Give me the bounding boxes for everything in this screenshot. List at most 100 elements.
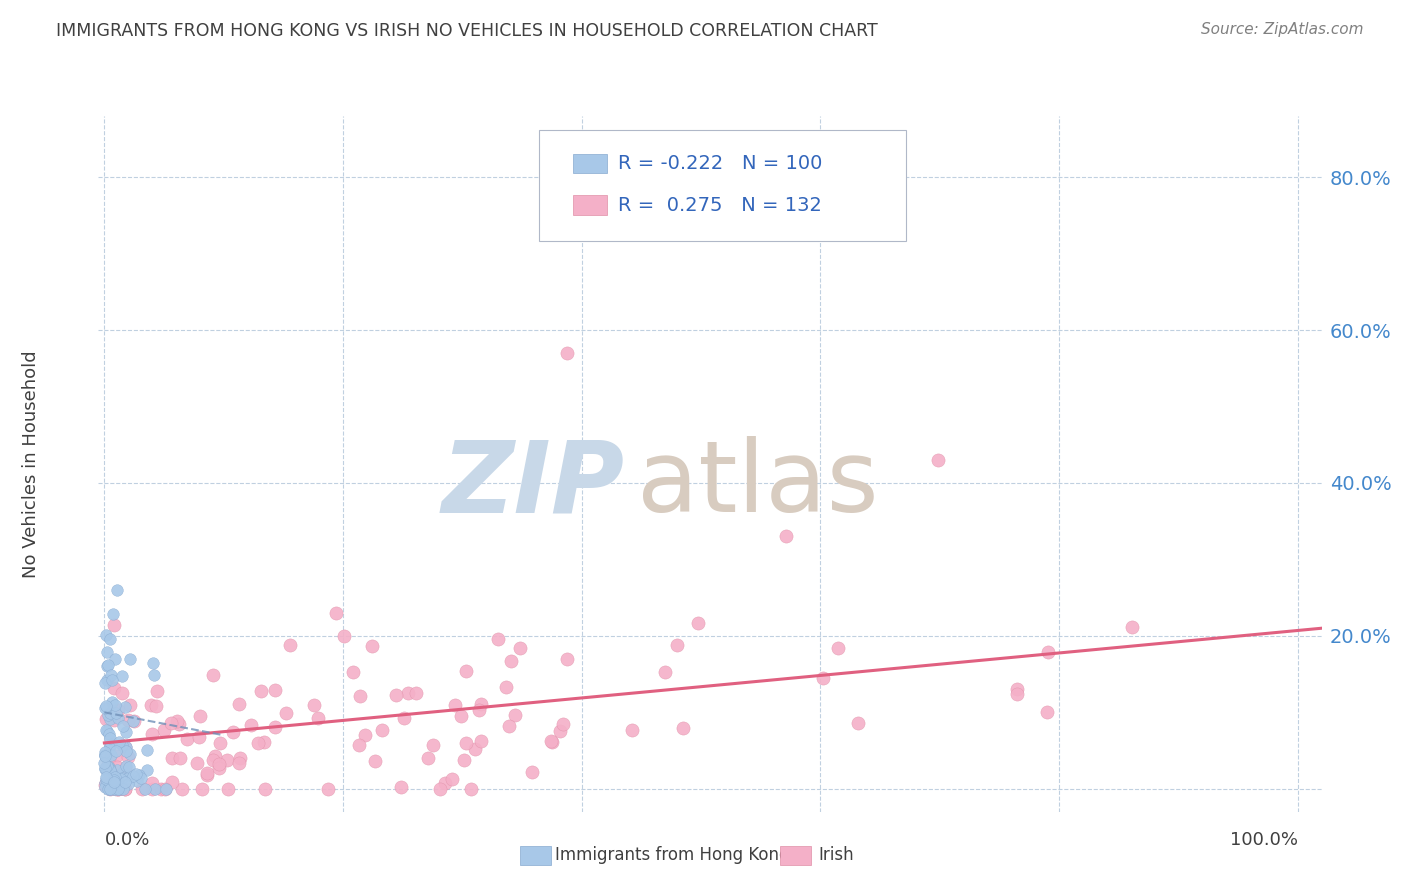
- Point: [105, 760, 128, 774]
- Point: [540, 734, 562, 748]
- Point: [129, 771, 152, 785]
- Point: [229, 751, 252, 765]
- Point: [150, 781, 173, 796]
- Point: [169, 751, 191, 765]
- Point: [146, 684, 169, 698]
- Point: [107, 781, 129, 796]
- Point: [97, 708, 120, 723]
- Point: [145, 699, 167, 714]
- Point: [98, 731, 121, 745]
- Point: [239, 718, 262, 732]
- Point: [114, 744, 136, 758]
- Point: [429, 781, 451, 796]
- Point: [143, 668, 166, 682]
- Point: [361, 639, 384, 653]
- Point: [94, 762, 117, 776]
- Point: [1005, 687, 1028, 701]
- Point: [104, 652, 127, 666]
- Point: [188, 730, 211, 744]
- Point: [217, 781, 239, 796]
- Point: [96, 659, 118, 673]
- Point: [94, 676, 117, 690]
- Text: Irish: Irish: [818, 847, 853, 864]
- Point: [422, 738, 444, 752]
- Text: Immigrants from Hong Kong: Immigrants from Hong Kong: [555, 847, 790, 864]
- Point: [186, 756, 208, 771]
- Point: [122, 714, 145, 729]
- Text: R = -0.222   N = 100: R = -0.222 N = 100: [619, 153, 823, 173]
- Point: [107, 781, 129, 796]
- Point: [117, 771, 139, 785]
- Point: [1005, 682, 1028, 697]
- Point: [134, 781, 156, 796]
- Point: [250, 683, 273, 698]
- Point: [100, 668, 122, 682]
- Point: [263, 720, 285, 734]
- Point: [166, 714, 188, 729]
- Point: [98, 706, 121, 720]
- Point: [107, 764, 129, 778]
- Point: [247, 736, 270, 750]
- Point: [98, 781, 121, 796]
- Point: [94, 776, 117, 790]
- Point: [391, 780, 413, 794]
- Point: [551, 717, 574, 731]
- Point: [153, 723, 176, 738]
- Point: [94, 772, 117, 786]
- Text: atlas: atlas: [637, 436, 879, 533]
- Point: [686, 615, 709, 630]
- Point: [672, 722, 695, 736]
- Point: [371, 723, 394, 738]
- Point: [94, 745, 117, 759]
- Point: [112, 764, 135, 779]
- Point: [94, 780, 117, 794]
- Point: [94, 778, 117, 792]
- Point: [318, 781, 340, 796]
- Point: [96, 759, 118, 773]
- Point: [191, 781, 214, 796]
- Point: [665, 638, 688, 652]
- Point: [176, 732, 198, 747]
- Point: [94, 776, 117, 790]
- Point: [100, 781, 122, 796]
- Point: [155, 781, 177, 796]
- Point: [96, 657, 118, 672]
- Point: [94, 698, 117, 713]
- Point: [100, 747, 122, 762]
- Point: [813, 671, 835, 685]
- Bar: [574, 195, 607, 215]
- Point: [112, 719, 135, 733]
- Point: [117, 714, 139, 728]
- Point: [114, 781, 136, 796]
- Point: [620, 723, 643, 737]
- Point: [1121, 620, 1143, 634]
- Point: [418, 751, 440, 765]
- Point: [131, 781, 153, 796]
- Text: IMMIGRANTS FROM HONG KONG VS IRISH NO VEHICLES IN HOUSEHOLD CORRELATION CHART: IMMIGRANTS FROM HONG KONG VS IRISH NO VE…: [56, 22, 877, 40]
- Point: [385, 689, 408, 703]
- Point: [456, 736, 478, 750]
- Point: [96, 762, 118, 776]
- Point: [541, 734, 564, 748]
- Point: [503, 708, 526, 723]
- Point: [253, 735, 276, 749]
- Point: [228, 756, 250, 770]
- Text: 100.0%: 100.0%: [1230, 830, 1298, 849]
- Text: ZIP: ZIP: [441, 436, 624, 533]
- Point: [103, 617, 125, 632]
- Point: [103, 714, 125, 728]
- Point: [464, 742, 486, 756]
- Point: [104, 770, 127, 784]
- Point: [98, 781, 121, 796]
- Point: [101, 607, 124, 622]
- Point: [101, 772, 124, 786]
- Point: [107, 781, 129, 796]
- Point: [104, 698, 127, 712]
- Point: [204, 748, 226, 763]
- Point: [114, 758, 136, 772]
- Point: [94, 723, 117, 737]
- Point: [509, 640, 531, 655]
- Point: [98, 763, 121, 777]
- Point: [107, 711, 129, 725]
- Point: [501, 654, 523, 668]
